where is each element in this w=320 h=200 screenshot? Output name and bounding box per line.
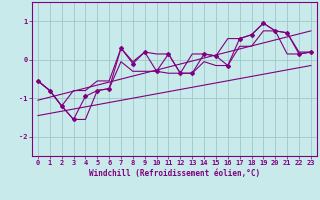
X-axis label: Windchill (Refroidissement éolien,°C): Windchill (Refroidissement éolien,°C) [89, 169, 260, 178]
